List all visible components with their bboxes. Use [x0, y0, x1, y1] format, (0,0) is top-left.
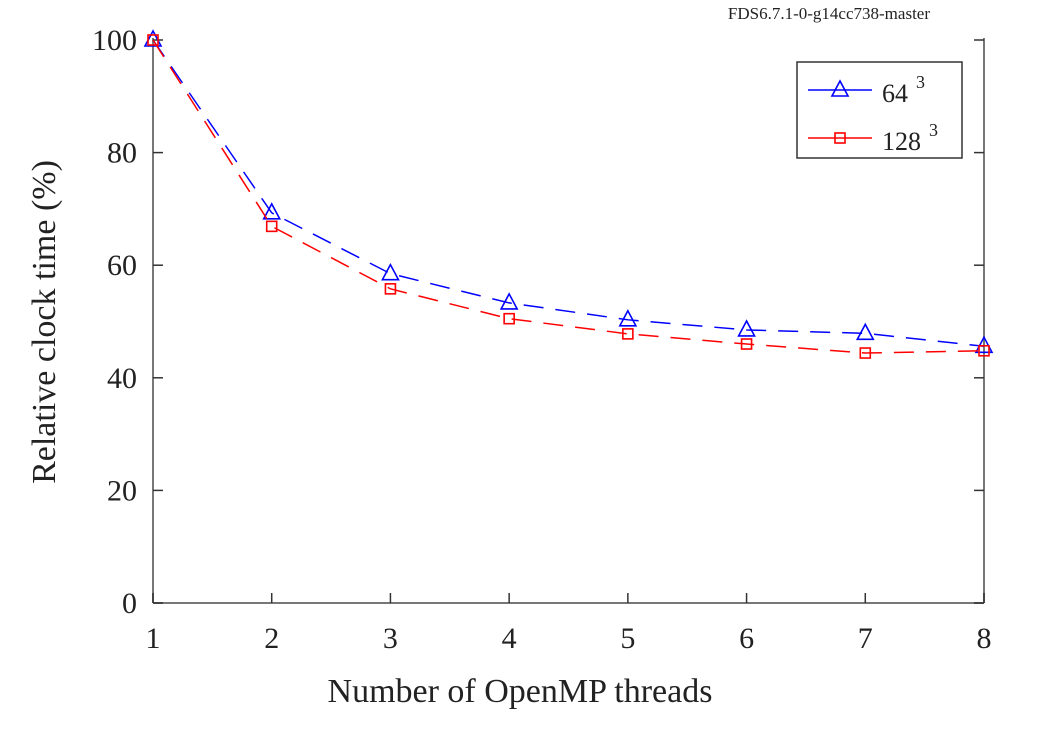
- x-tick-label: 4: [502, 622, 517, 655]
- data-point: [262, 202, 282, 220]
- legend-label: 64: [882, 79, 908, 108]
- y-tick-label: 100: [92, 24, 137, 57]
- series-line: [152, 39, 985, 354]
- legend-superscript: 3: [916, 72, 925, 92]
- series-64: [143, 29, 994, 354]
- data-point: [740, 338, 753, 350]
- data-point: [974, 335, 994, 354]
- y-tick-label: 20: [107, 474, 137, 507]
- x-tick-label: 1: [146, 622, 161, 655]
- data-point: [618, 309, 638, 327]
- chart-title: FDS6.7.1-0-g14cc738-master: [728, 4, 930, 23]
- legend-superscript: 3: [929, 120, 938, 140]
- legend-marker: [830, 79, 850, 97]
- x-tick-label: 8: [977, 622, 992, 655]
- legend: 64 3 128 3: [796, 61, 963, 159]
- data-point: [622, 328, 634, 340]
- x-tick-label: 6: [739, 622, 754, 655]
- x-tick-label: 5: [620, 622, 635, 655]
- data-point: [384, 283, 397, 295]
- x-tick-label: 2: [264, 622, 279, 655]
- y-tick-label: 60: [107, 249, 137, 282]
- data-point: [737, 319, 756, 337]
- data-point: [147, 34, 159, 46]
- x-tick-label: 3: [383, 622, 398, 655]
- legend-label: 128: [882, 127, 921, 156]
- y-tick-label: 40: [107, 362, 137, 395]
- legend-marker: [834, 132, 846, 144]
- data-point: [381, 262, 400, 281]
- data-point: [859, 347, 872, 359]
- data-point: [855, 322, 875, 341]
- data-point: [499, 292, 519, 310]
- legend-box: [796, 61, 963, 159]
- data-point: [978, 344, 990, 357]
- data-point: [503, 312, 515, 325]
- data-point: [265, 220, 278, 233]
- y-tick-label: 80: [107, 137, 137, 170]
- data-point: [143, 29, 163, 47]
- series-128: [147, 34, 990, 359]
- x-axis-label: Number of OpenMP threads: [328, 673, 713, 710]
- series-group: [143, 29, 994, 359]
- x-tick-label: 7: [858, 622, 873, 655]
- y-axis-label: Relative clock time (%): [26, 160, 63, 484]
- y-tick-label: 0: [122, 587, 137, 620]
- series-line: [152, 39, 985, 348]
